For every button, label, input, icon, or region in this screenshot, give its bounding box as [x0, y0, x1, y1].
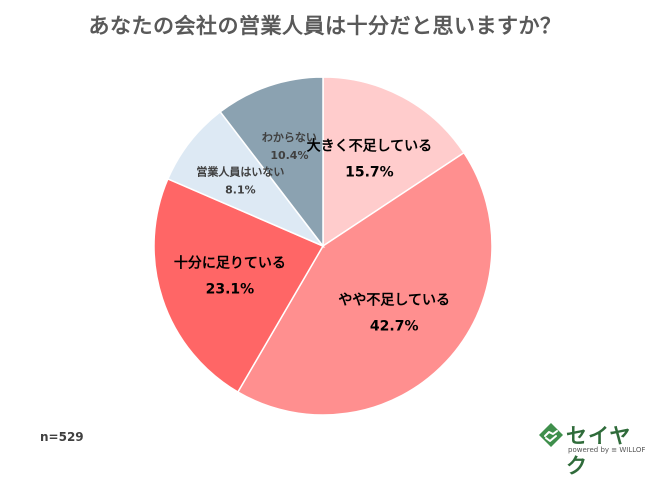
logo-tagline: powered by ≡ WILLOF	[568, 446, 646, 454]
pie-chart: 大きく不足している 15.7% やや不足している 42.7% 十分に足りている 23.1%…	[153, 76, 493, 416]
pie-slice-label-4: わからない	[262, 131, 317, 144]
pie-slice-label-0: 大きく不足している	[307, 138, 433, 155]
pie-slice-value-0: 15.7%	[345, 165, 394, 181]
pie-slice-1	[236, 151, 493, 416]
pie-slice-label-3: 営業人員はいない	[196, 165, 284, 179]
pie-slice-value-4: 10.4%	[270, 149, 308, 162]
pie-slice-label-1: やや不足している	[338, 292, 450, 308]
pie-slice-value-2: 23.1%	[206, 282, 255, 298]
sample-size-note: n=529	[40, 430, 84, 444]
pie-slice-0	[322, 76, 465, 248]
pie-slice-label-2: 十分に足りている	[174, 255, 286, 272]
chart-title: あなたの会社の営業人員は十分だと思いますか？	[88, 14, 562, 38]
pie-slice-2	[153, 177, 325, 394]
pie-slice-value-1: 42.7%	[370, 318, 419, 334]
handshake-logo-icon	[539, 423, 563, 447]
brand-logo: セイヤク powered by ≡ WILLOF	[538, 420, 648, 478]
pie-slices	[153, 76, 493, 416]
pie-labels: 大きく不足している 15.7% やや不足している 42.7% 十分に足りている 23.1%…	[174, 131, 450, 334]
pie-slice-value-3: 8.1%	[225, 184, 256, 197]
pie-slice-4	[219, 76, 324, 249]
